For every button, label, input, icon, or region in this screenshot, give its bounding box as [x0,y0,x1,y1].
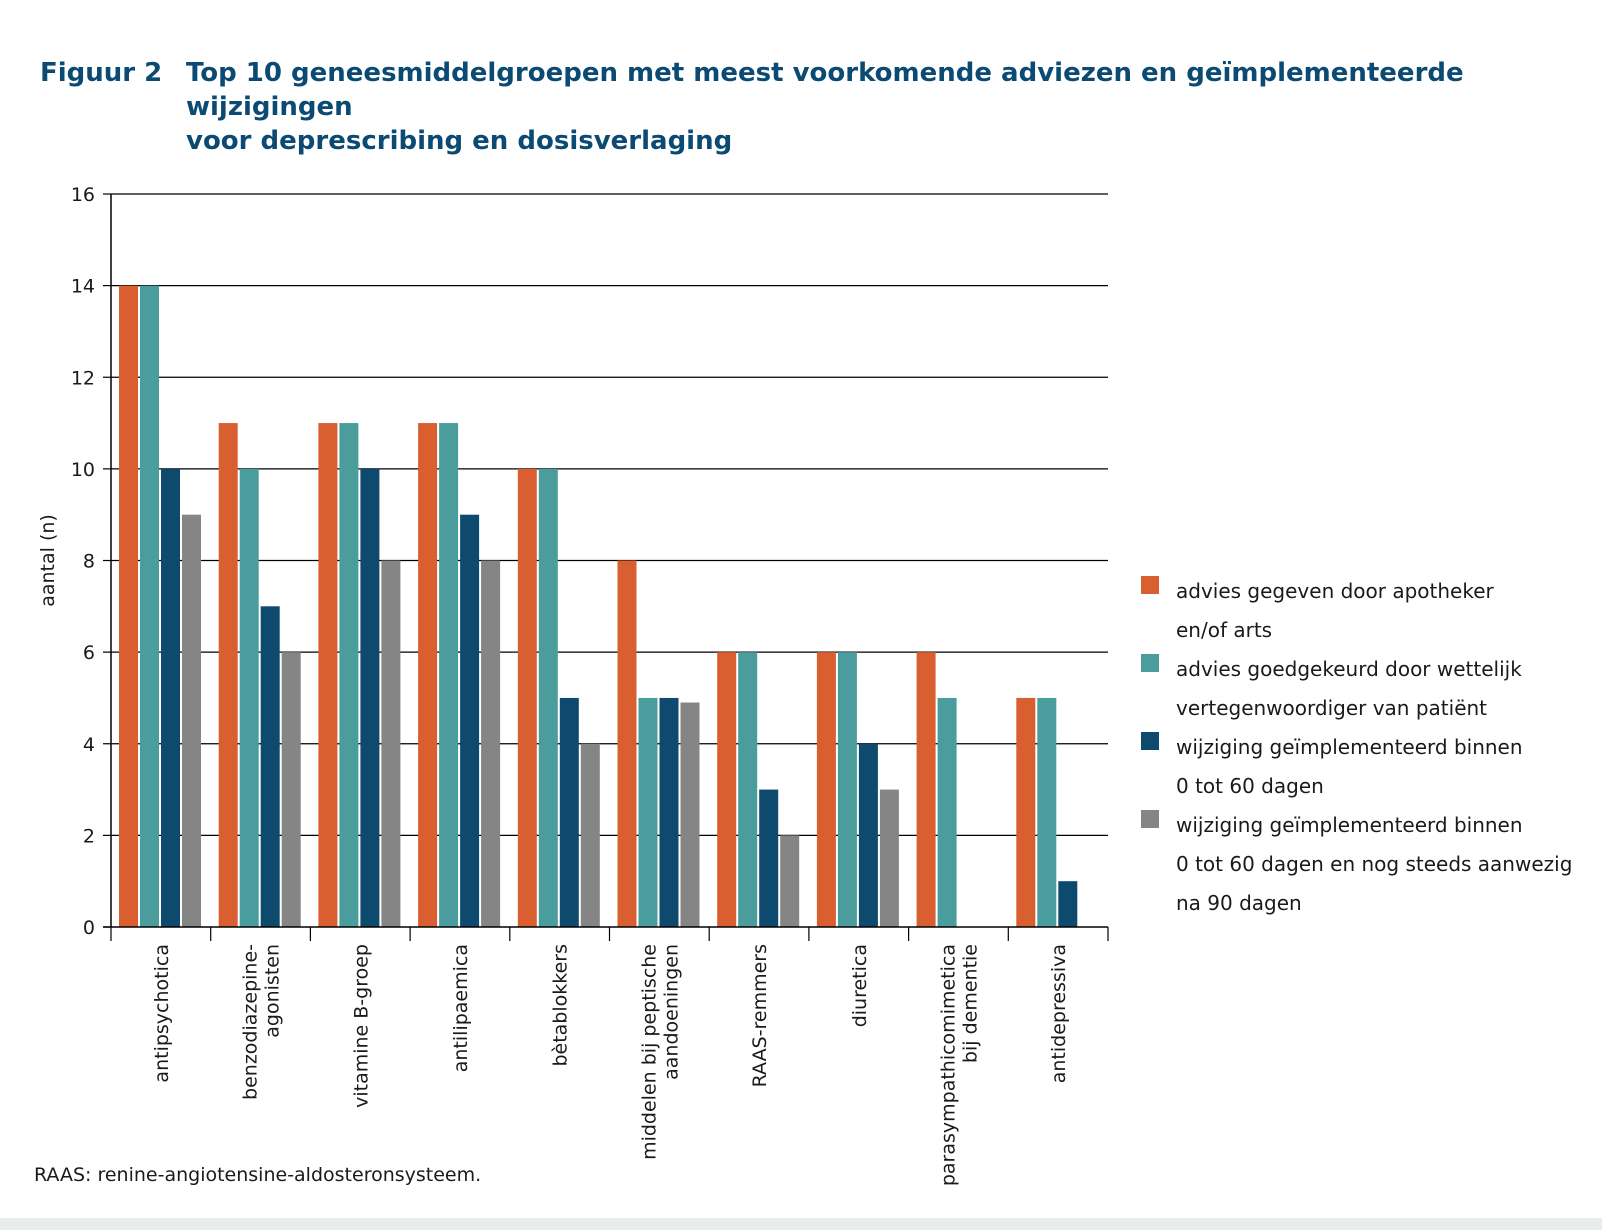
bar [538,468,558,927]
legend-label: na 90 dagen [1176,891,1302,915]
legend: advies gegeven door apotheker en/of arts a… [1141,572,1572,923]
bar [580,743,600,927]
bar [239,468,259,927]
y-tick-label: 14 [71,276,95,298]
bar [1058,881,1078,927]
legend-label: 0 tot 60 dagen [1176,774,1324,798]
legend-swatch [1141,576,1159,594]
bar [638,697,658,927]
bar [318,423,338,927]
grid-lines [111,193,1108,836]
bar [837,652,857,927]
y-tick-label: 16 [71,184,95,206]
legend-label: advies goedgekeurd door wettelijk [1176,657,1522,681]
bar [517,468,537,927]
bar [858,743,878,927]
x-category-label: diuretica [849,944,871,1027]
bar [759,789,779,927]
bar [481,560,501,927]
legend-label: wijziging geïmplementeerd binnen [1176,735,1523,759]
x-category-label: antilipaemica [450,944,472,1072]
x-category-label: bij dementie [959,944,981,1063]
bar [119,285,138,927]
legend-label: vertegenwoordiger van patiënt [1176,696,1488,720]
bar [260,606,280,927]
legend-label: wijziging geïmplementeerd binnen [1176,813,1523,837]
bar [460,514,480,927]
x-category-label: antidepressiva [1048,944,1070,1083]
legend-label: 0 tot 60 dagen en nog steeds aanwezig [1176,852,1573,876]
tick-labels: 0 2 4 6 8 10 12 14 16 antipsychotica benzodiazepin… [37,184,1070,1186]
y-tick-label: 6 [83,642,95,664]
figure-title-line: Top 10 geneesmiddelgroepen met meest voo… [186,58,1464,122]
bar [418,423,438,927]
bar [680,702,700,927]
y-tick-label: 12 [71,367,95,389]
y-tick-label: 10 [71,459,95,481]
legend-swatch [1141,810,1159,828]
bar [937,697,957,927]
bar [140,285,159,927]
y-tick-label: 0 [83,917,95,939]
bar [1037,697,1057,927]
bar [717,652,737,927]
bar [916,652,936,927]
x-category-label: vitamine B-groep [350,944,372,1108]
bar [360,468,380,927]
x-category-label: middelen bij peptische [638,944,660,1160]
figure-title: Top 10 geneesmiddelgroepen met meest voo… [186,56,1566,158]
bar [281,652,301,927]
bar [738,652,758,927]
legend-label: advies gegeven door apotheker [1176,579,1494,603]
bar [617,560,637,927]
bar [879,789,899,927]
bar [218,423,238,927]
x-category-label: antipsychotica [151,944,173,1083]
y-tick-label: 2 [83,825,95,847]
bar [182,514,201,927]
legend-item: wijziging geïmplementeerd binnen 0 tot 60… [1141,806,1572,923]
bar [659,697,679,927]
bar [439,423,459,927]
legend-label: en/of arts [1176,618,1273,642]
x-category-label: parasympathicomimetica [937,944,959,1186]
x-category-label: aandoeningen [660,944,682,1080]
legend-swatch [1141,732,1159,750]
footnote: RAAS: renine-angiotensine-aldosteronsyst… [34,1164,482,1186]
legend-item: advies goedgekeurd door wettelijk vertege… [1141,650,1572,728]
y-axis-title: aantal (n) [37,514,59,607]
x-category-label: benzodiazepine- [240,944,262,1100]
axes [103,193,1109,941]
y-tick-label: 8 [83,551,95,573]
legend-item: advies gegeven door apotheker en/of arts [1141,572,1572,650]
bar [559,697,579,927]
x-category-label: agonisten [262,944,284,1038]
legend-item: wijziging geïmplementeerd binnen 0 tot 60… [1141,728,1572,806]
bar [1016,697,1036,927]
bar [381,560,401,927]
x-category-label: RAAS-remmers [749,944,771,1087]
bar [339,423,359,927]
x-category-label: bètablokkers [550,944,572,1067]
bar [161,468,180,927]
figure-label: Figuur 2 [40,58,163,88]
figure-title-line: voor deprescribing en dosisverlaging [186,126,733,156]
bar [816,652,836,927]
bars [119,285,1078,927]
legend-swatch [1141,654,1159,672]
y-tick-label: 4 [83,734,95,756]
bar [780,835,800,927]
